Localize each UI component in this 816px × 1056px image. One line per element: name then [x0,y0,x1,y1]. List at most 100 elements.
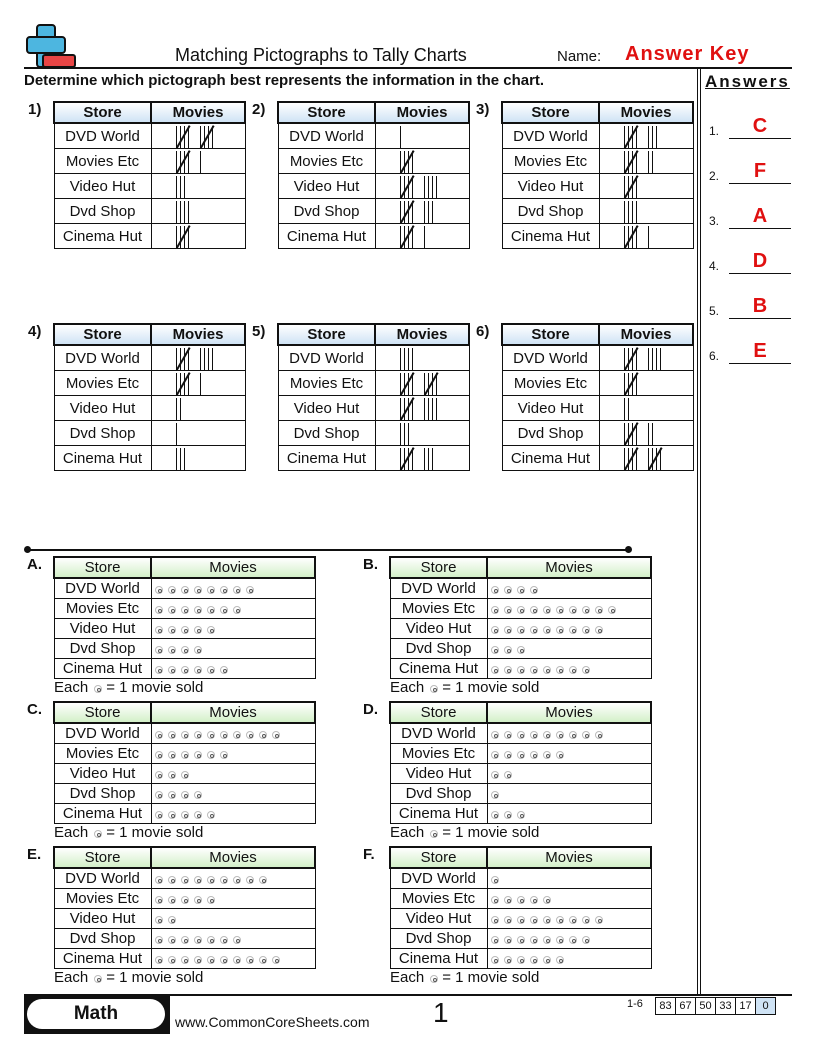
dvd-disc-icon [154,876,163,884]
tally-mark [199,151,201,173]
tally-mark [631,348,633,370]
dvd-disc-icon [503,666,512,674]
dvd-disc-icon [167,626,176,634]
store-name: Dvd Shop [53,783,152,804]
tally-mark [431,398,433,420]
answer-blank[interactable] [729,300,791,319]
store-name: Cinema Hut [501,445,600,471]
store-name: Cinema Hut [277,223,376,249]
dvd-disc-icon [516,646,525,654]
page-title: Matching Pictographs to Tally Charts [175,45,467,65]
dvd-disc-icon [490,626,499,634]
tally-mark [403,151,405,173]
dvd-disc-icon [232,876,241,884]
tally-marks [374,395,470,421]
store-name: Video Hut [277,173,376,199]
tally-mark [403,226,405,248]
table-row: Dvd Shop [53,420,246,446]
store-name: Dvd Shop [277,420,376,446]
pictograph-icons [486,577,652,599]
answer-blank[interactable] [729,165,791,184]
tally-mark [631,126,633,148]
tally-mark [199,373,201,395]
dvd-disc-icon [154,731,163,739]
dvd-disc-icon [503,751,512,759]
dvd-disc-icon [219,751,228,759]
dvd-disc-icon [490,791,499,799]
answer-blank[interactable] [729,120,791,139]
dvd-disc-icon [167,646,176,654]
tally-mark [211,348,213,370]
tally-chart: Store Movies DVD World Movies Etc Video Hut D… [501,101,694,249]
answer-number: 3. [709,214,720,228]
dvd-disc-icon [219,936,228,944]
tally-mark [403,176,405,198]
table-row: Video Hut [389,618,652,639]
table-row: Dvd Shop [389,928,652,949]
tally-mark [431,373,433,395]
pictograph: Store Movies DVD World Movies Etc Video Hut D… [53,701,316,824]
tally-mark [179,448,181,470]
dvd-disc-icon [193,606,202,614]
answer-number: 4. [709,259,720,273]
store-name: Movies Etc [501,370,600,396]
tally-mark [407,151,409,173]
tally-mark [411,151,413,173]
dvd-disc-icon [516,606,525,614]
tally-chart: Store Movies DVD World Movies Etc Video Hut D… [277,101,470,249]
tally-mark [183,348,185,370]
table-row: Dvd Shop [53,928,316,949]
table-row: Video Hut [277,173,470,199]
dvd-disc-icon [206,811,215,819]
tally-mark [627,201,629,223]
dvd-disc-icon [490,916,499,924]
tally-mark [427,448,429,470]
table-row: Cinema Hut [501,223,694,249]
tally-marks [598,198,694,224]
store-name: Dvd Shop [389,928,488,949]
dvd-disc-icon [180,586,189,594]
store-name: Movies Etc [389,743,488,764]
tally-mark [635,373,637,395]
tally-mark [207,348,209,370]
table-row: Cinema Hut [277,223,470,249]
answer-blank[interactable] [729,255,791,274]
tally-marks [374,122,470,149]
dvd-disc-icon [206,896,215,904]
answer-blank[interactable] [729,210,791,229]
table-row: Video Hut [501,173,694,199]
dvd-disc-icon [154,666,163,674]
problem-number: 3) [476,101,490,118]
tally-mark [211,126,213,148]
pictograph-icons [150,598,316,619]
tally-marks [598,395,694,421]
table-row: Movies Etc [53,370,246,396]
tally-mark [183,201,185,223]
pictograph-icons [486,618,652,639]
dvd-disc-icon [581,916,590,924]
tally-mark [203,348,205,370]
dvd-disc-icon [154,606,163,614]
store-name: Cinema Hut [389,658,488,679]
problem-number: 2) [252,101,266,118]
tally-marks [374,148,470,174]
answer-blank[interactable] [729,345,791,364]
tally-mark [183,176,185,198]
tally-mark [175,176,177,198]
answer-value: B [752,295,768,317]
dvd-disc-icon [180,771,189,779]
name-value[interactable]: Answer Key [625,43,750,65]
footer-url[interactable]: www.CommonCoreSheets.com [175,1014,370,1030]
pictograph: Store Movies DVD World Movies Etc Video Hut D… [53,846,316,969]
store-header: Store [501,101,600,124]
tally-mark [403,423,405,445]
dvd-disc-icon [219,731,228,739]
dvd-disc-icon [193,666,202,674]
answers-title: Answers [705,72,790,91]
dvd-disc-icon [568,916,577,924]
store-name: Dvd Shop [501,420,600,446]
tally-mark [403,348,405,370]
dvd-disc-icon [503,811,512,819]
table-row: Dvd Shop [389,638,652,659]
answers-divider [697,69,698,995]
